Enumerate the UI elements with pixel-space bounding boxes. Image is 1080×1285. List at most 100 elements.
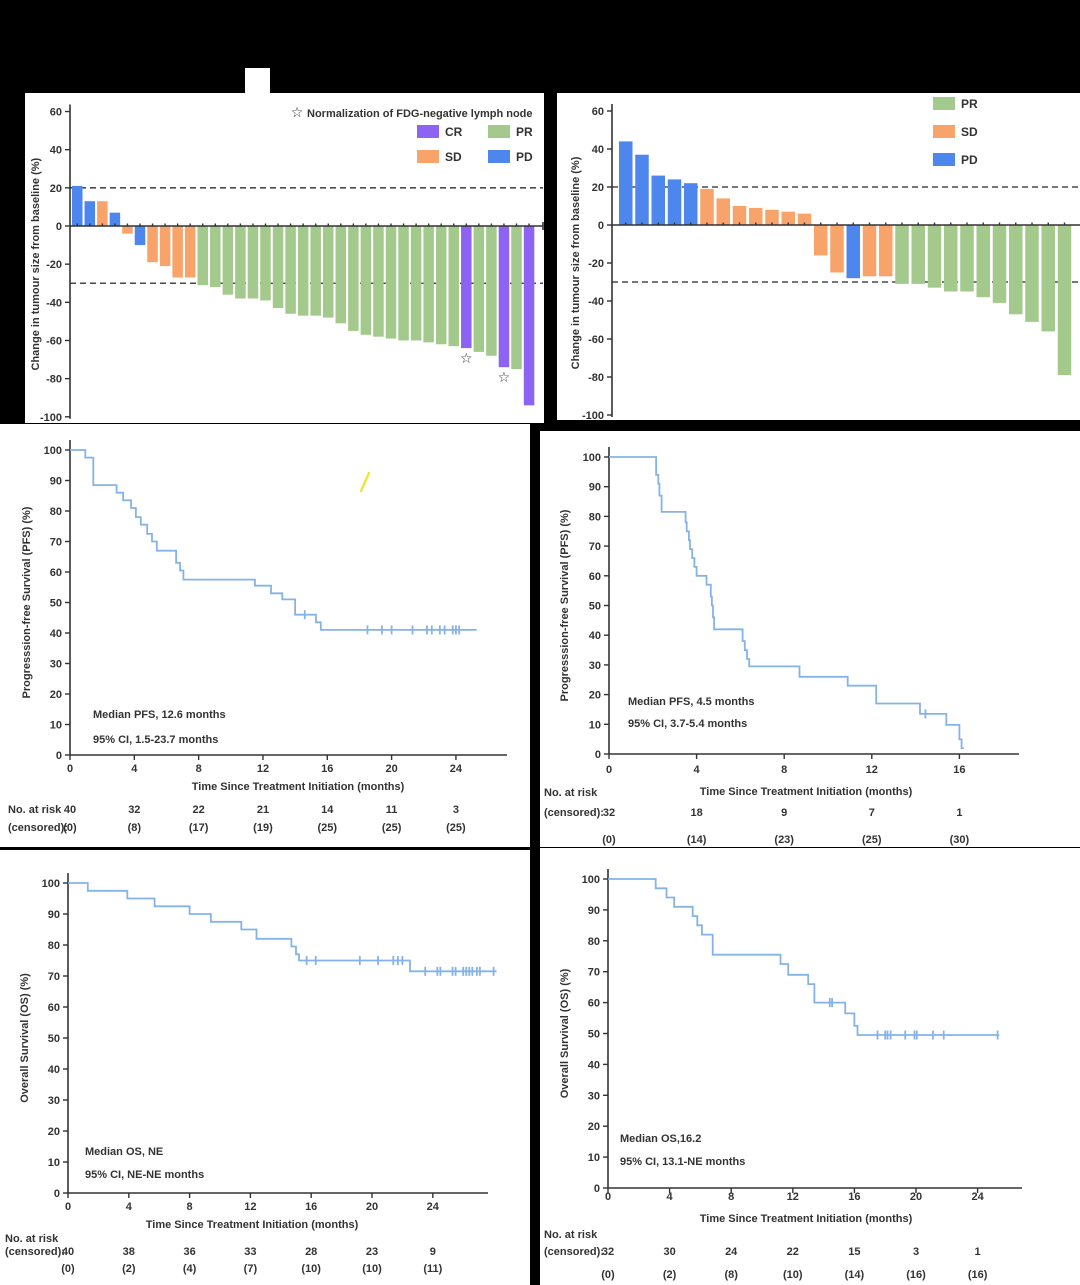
risk-table-subheader: (censored):	[8, 822, 68, 834]
y-tick-label: 20	[48, 1126, 60, 1138]
legend-swatch-pd	[488, 150, 510, 163]
x-tick-label: 8	[196, 763, 202, 775]
y-tick-label: 30	[589, 660, 601, 672]
risk-censored: (14)	[845, 1269, 865, 1281]
y-tick-label: 60	[592, 106, 604, 118]
x-tick-label: 4	[667, 1191, 674, 1203]
risk-count: 32	[128, 804, 140, 816]
risk-censored: (0)	[61, 1263, 75, 1275]
waterfall-bar-pr	[260, 226, 271, 301]
waterfall-bar-pd	[651, 175, 665, 225]
y-tick-label: -40	[46, 297, 62, 309]
y-tick-label: 0	[598, 220, 604, 232]
legend-label-pd: PD	[961, 153, 978, 167]
y-tick-label: 0	[56, 750, 62, 762]
waterfall-bar-pr	[285, 226, 296, 314]
x-axis-title: Time Since Treatment Initiation (months)	[146, 1219, 359, 1231]
waterfall-bar-pr	[335, 226, 347, 324]
waterfall-bar-sd	[765, 209, 779, 225]
waterfall-bar-pr	[1025, 225, 1039, 322]
y-tick-label: 50	[589, 601, 601, 613]
waterfall-bar-cr	[461, 226, 472, 349]
y-tick-label: 0	[54, 1188, 60, 1200]
waterfall-bar-sd	[732, 206, 747, 225]
risk-count: 7	[869, 807, 875, 819]
panel-os-left: 0 10 20 30 40 50 60 70 80 90 100 0 4 8 12 16 20 24 Overall…	[0, 850, 530, 1285]
star-marker-icon: ☆	[498, 369, 511, 385]
legend-swatch-cr	[417, 125, 439, 138]
waterfall-bar-pr	[398, 226, 409, 341]
waterfall-bar-pr	[511, 226, 522, 370]
risk-censored: (30)	[950, 834, 970, 846]
waterfall-bar-pr	[360, 226, 372, 335]
risk-table-subheader: (censored):	[544, 1246, 604, 1258]
waterfall-bar-pd	[684, 183, 698, 225]
waterfall-bar-pr	[911, 225, 925, 284]
waterfall-bar-pd	[619, 141, 633, 225]
x-tick-label: 12	[787, 1191, 799, 1203]
waterfall-bar-pr	[348, 226, 359, 331]
risk-censored: (8)	[128, 822, 142, 834]
waterfall-bar-pr	[1057, 225, 1072, 376]
y-tick-label: 10	[589, 719, 601, 731]
legend-label-pd: PD	[516, 150, 533, 164]
y-tick-label: 0	[595, 749, 601, 761]
km-pfs-chart-right: 0 10 20 30 40 50 60 70 80 90 100 0 4 8 12 16 Progresssio…	[544, 447, 1019, 846]
risk-censored: (2)	[663, 1269, 677, 1281]
waterfall-bar-pd	[134, 226, 146, 246]
y-tick-label: 50	[588, 1029, 600, 1041]
annotation-text: 95% CI, 1.5-23.7 months	[93, 734, 218, 746]
risk-count: 11	[386, 804, 398, 816]
risk-table-header: No. at risk	[544, 1229, 598, 1241]
white-notch-artifact	[245, 68, 270, 94]
x-tick-label: 4	[694, 764, 701, 776]
y-tick-label: 20	[50, 689, 62, 701]
y-tick-label: 50	[50, 598, 62, 610]
y-tick-label: 70	[589, 541, 601, 553]
x-tick-label: 16	[848, 1191, 860, 1203]
star-note-icon: ☆	[291, 104, 304, 120]
risk-censored: (2)	[122, 1263, 136, 1275]
risk-count: 14	[321, 804, 334, 816]
waterfall-bar-pr	[297, 226, 309, 316]
risk-count: 32	[602, 1246, 614, 1258]
annotation-text: Median OS, NE	[85, 1146, 163, 1158]
x-tick-label: 0	[606, 764, 612, 776]
waterfall-bar-pr	[385, 226, 397, 339]
waterfall-bar-sd	[749, 207, 763, 225]
risk-count: 3	[453, 804, 459, 816]
risk-count: 22	[787, 1246, 799, 1258]
x-axis-title: Time Since Treatment Initiation (months)	[700, 1213, 913, 1225]
legend-label-cr: CR	[445, 125, 463, 139]
waterfall-bar-sd	[862, 225, 877, 277]
risk-table-header: No. at risk	[8, 804, 62, 816]
waterfall-bar-pr	[247, 226, 259, 299]
y-tick-label: 100	[44, 445, 62, 457]
y-tick-label: 60	[50, 567, 62, 579]
y-tick-label: 40	[592, 144, 604, 156]
waterfall-chart-left: ☆ ☆ 60 40 20 0 -20 -40 -60 -80 -100 Change in tumou…	[30, 104, 544, 423]
risk-censored: (0)	[63, 822, 77, 834]
risk-count: 15	[848, 1246, 860, 1258]
risk-censored: (4)	[183, 1263, 197, 1275]
x-tick-label: 8	[187, 1201, 193, 1213]
risk-censored: (7)	[244, 1263, 258, 1275]
risk-count: 9	[430, 1246, 436, 1258]
y-tick-label: 40	[50, 145, 62, 157]
y-tick-label: -20	[588, 258, 604, 270]
risk-censored: (8)	[724, 1269, 738, 1281]
x-tick-label: 24	[427, 1201, 440, 1213]
y-tick-label: -100	[40, 412, 62, 423]
y-tick-label: 10	[50, 720, 62, 732]
y-tick-label: 10	[588, 1152, 600, 1164]
legend-label-sd: SD	[445, 150, 462, 164]
risk-censored: (23)	[774, 834, 794, 846]
km-pfs-chart-left: 0 10 20 30 40 50 60 70 80 90 100 0 4 8 12 16 20 24 Progres…	[8, 440, 507, 834]
waterfall-bar-sd	[797, 213, 812, 225]
waterfall-bar-sd	[122, 226, 133, 234]
risk-censored: (14)	[687, 834, 707, 846]
y-tick-label: 90	[50, 476, 62, 488]
waterfall-bar-pd	[846, 225, 860, 279]
risk-censored: (25)	[446, 822, 466, 834]
y-axis-title: Progresssion-free Survival (PFS) (%)	[559, 509, 571, 701]
